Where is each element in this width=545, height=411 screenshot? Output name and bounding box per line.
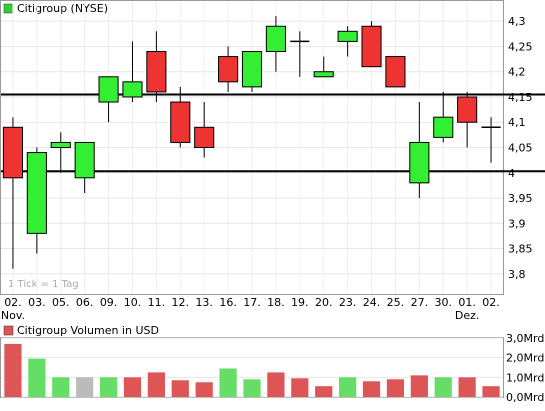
price-y-tick-label: 4,1 <box>508 116 526 129</box>
price-x-tick-label: 11. <box>148 296 166 309</box>
volume-bar <box>458 377 476 397</box>
candle-body <box>122 81 143 98</box>
price-legend-label: Citigroup (NYSE) <box>17 2 108 15</box>
volume-y-axis: 0,0Mrd 1,0Mrd 2,0Mrd 3,0Mrd <box>506 332 544 404</box>
price-y-tick-label: 4 <box>508 167 515 180</box>
volume-bar <box>362 381 381 397</box>
price-x-tick-label: 02. <box>482 296 500 309</box>
price-x-tick-label: 16. <box>219 296 237 309</box>
volume-bar <box>315 386 333 397</box>
volume-y-tick-label: 2,0Mrd <box>506 352 544 365</box>
price-x-tick-label: 30. <box>434 296 452 309</box>
price-candles <box>2 16 501 269</box>
volume-y-tick-label: 3,0Mrd <box>506 332 544 345</box>
price-x-tick-label: 19. <box>291 296 309 309</box>
price-legend-swatch <box>3 3 14 14</box>
volume-bar <box>171 380 189 397</box>
price-x-month-label: Dez. <box>455 309 480 322</box>
candle-body <box>241 51 263 88</box>
candle-body <box>194 126 215 149</box>
volume-bar <box>4 343 22 397</box>
price-y-tick-label: 3,8 <box>508 268 526 281</box>
volume-bar <box>52 377 70 397</box>
volume-bar <box>386 379 405 397</box>
price-x-tick-label: 05. <box>52 296 70 309</box>
candle-body <box>313 71 334 78</box>
candle-body <box>146 51 167 93</box>
candle-body <box>457 96 478 123</box>
price-x-tick-label: 06. <box>76 296 94 309</box>
volume-bar <box>28 358 46 397</box>
volume-bar <box>267 372 285 397</box>
candle-body <box>361 25 382 68</box>
candle-body <box>26 152 47 234</box>
price-y-tick-label: 3,85 <box>508 243 533 256</box>
price-y-axis: 3,8 3,85 3,9 3,95 4 4,05 4,1 4,15 4,2 4,25 4,3 <box>508 15 533 281</box>
price-x-tick-label: 09. <box>100 296 118 309</box>
candle-body <box>50 141 71 148</box>
volume-bar <box>219 368 237 397</box>
price-y-tick-label: 4,2 <box>508 66 526 79</box>
price-y-tick-label: 3,9 <box>508 217 526 230</box>
candle-body <box>218 56 239 83</box>
price-x-month-label: Nov. <box>1 309 25 322</box>
tick-note: 1 Tick = 1 Tag <box>8 279 79 290</box>
price-x-tick-label: 03. <box>28 296 46 309</box>
volume-y-tick-label: 0,0Mrd <box>506 391 544 404</box>
volume-bar <box>291 378 309 397</box>
volume-bar <box>76 377 94 397</box>
price-x-tick-label: 23. <box>339 296 357 309</box>
volume-bar <box>482 386 500 397</box>
candle-body <box>74 141 95 179</box>
price-x-tick-label: 24. <box>363 296 381 309</box>
price-x-axis: 02. 03. 05. 06. 09. 10. 11. 12. 13. 16. 17. 18. 19. 2… <box>1 296 500 322</box>
price-x-tick-label: 13. <box>195 296 213 309</box>
candle-body <box>385 56 406 88</box>
price-y-tick-label: 3,95 <box>508 192 533 205</box>
price-x-tick-label: 20. <box>315 296 333 309</box>
volume-bar <box>243 379 261 397</box>
volume-bar <box>123 377 142 397</box>
volume-bar <box>410 375 428 397</box>
volume-bar <box>339 377 357 397</box>
price-y-tick-label: 4,3 <box>508 15 526 28</box>
volume-y-tick-label: 1,0Mrd <box>506 371 544 384</box>
candle-body <box>265 25 286 53</box>
price-x-tick-label: 25. <box>387 296 405 309</box>
candle-body <box>433 116 454 138</box>
volume-legend-label: Citigroup Volumen in USD <box>17 324 159 337</box>
price-x-tick-label: 17. <box>243 296 261 309</box>
price-y-tick-label: 4,05 <box>508 142 533 155</box>
volume-bar <box>99 377 118 397</box>
volume-bar <box>195 382 213 397</box>
volume-bar <box>147 372 165 397</box>
price-x-tick-label: 18. <box>267 296 285 309</box>
candle-body <box>337 30 358 42</box>
candle-body <box>2 126 24 179</box>
volume-bar <box>434 377 452 397</box>
candle-body <box>170 101 191 143</box>
candle-body <box>409 141 430 184</box>
price-x-tick-label: 10. <box>124 296 142 309</box>
volume-legend-swatch <box>3 325 14 336</box>
price-x-tick-label: 12. <box>172 296 190 309</box>
price-y-tick-label: 4,15 <box>508 91 533 104</box>
price-x-tick-label: 02. <box>4 296 22 309</box>
price-x-tick-label: 01. <box>458 296 476 309</box>
volume-bars <box>4 343 500 397</box>
price-x-tick-label: 27. <box>411 296 429 309</box>
price-y-tick-label: 4,25 <box>508 40 533 53</box>
candle-body <box>98 76 119 103</box>
